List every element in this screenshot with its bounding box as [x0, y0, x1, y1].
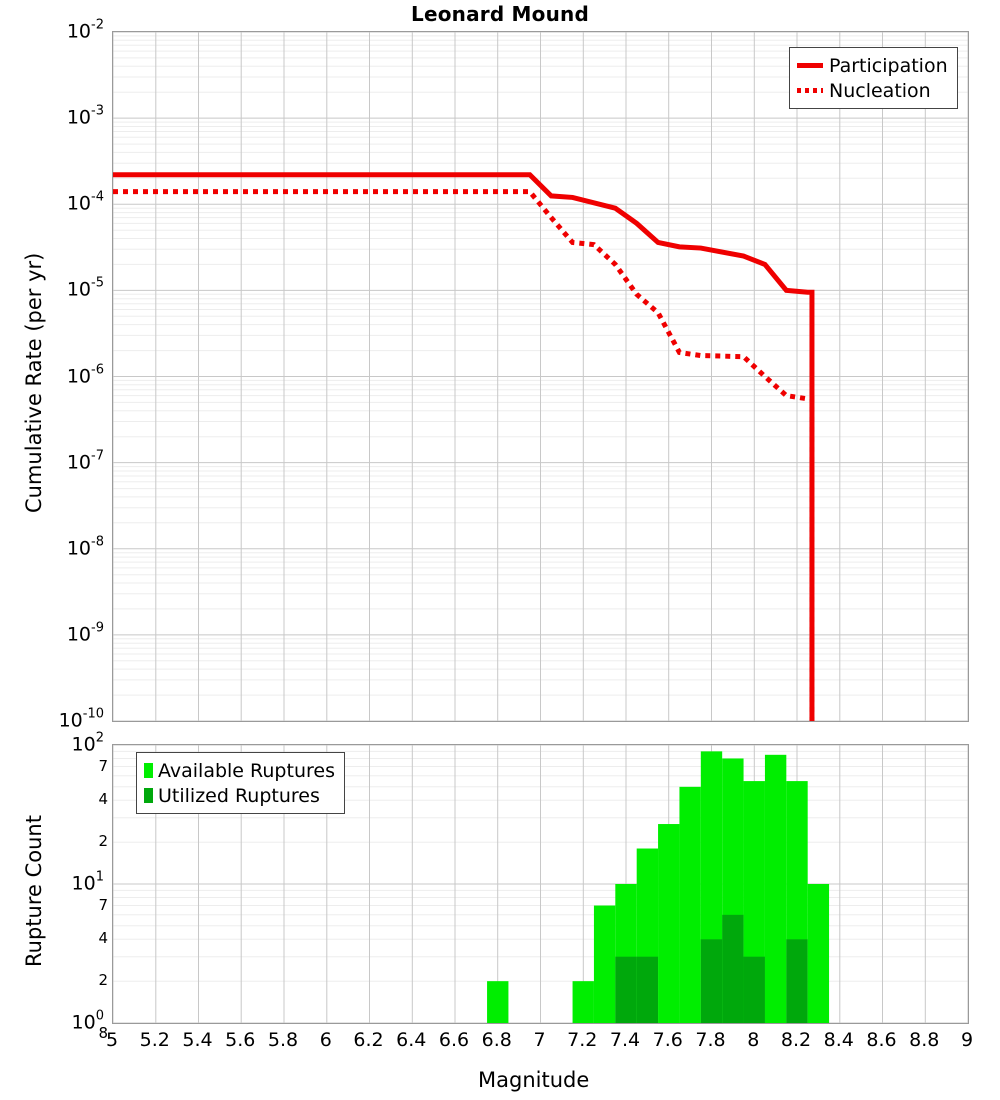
- x-tick: 8: [747, 1029, 760, 1051]
- top-y-tick: 10-8: [66, 534, 104, 560]
- top-y-tick: 10-2: [66, 17, 104, 43]
- legend-label-utilized: Utilized Ruptures: [158, 784, 320, 807]
- bottom-y-minor-tick: 4: [98, 929, 108, 948]
- x-tick: 8.8: [909, 1029, 940, 1051]
- bottom-y-axis-title: Rupture Count: [22, 815, 46, 967]
- legend-label-available: Available Ruptures: [158, 759, 335, 782]
- x-tick: 8.2: [780, 1029, 812, 1051]
- x-tick: 5.2: [139, 1029, 170, 1051]
- top-y-tick: 10-6: [66, 361, 104, 388]
- bottom-y-minor-tick: 2: [98, 832, 108, 851]
- bottom-legend: Available Ruptures Utilized Ruptures: [136, 752, 345, 814]
- top-y-tick: 10-3: [66, 103, 104, 129]
- x-tick: 6: [319, 1029, 332, 1051]
- available-swatch-icon: [144, 763, 153, 778]
- x-tick: 7: [533, 1029, 546, 1051]
- legend-item-participation: Participation: [797, 53, 948, 78]
- top-legend: Participation Nucleation: [789, 47, 958, 109]
- x-axis-title: Magnitude: [478, 1068, 590, 1092]
- utilized-swatch-icon: [144, 788, 153, 803]
- top-y-tick: 10-4: [66, 189, 104, 215]
- x-tick: 7.2: [567, 1029, 598, 1051]
- x-tick: 6.8: [481, 1029, 512, 1051]
- dotted-line-icon: [797, 88, 823, 93]
- x-tick: 8.4: [823, 1029, 854, 1051]
- x-tick: 6.2: [353, 1029, 384, 1051]
- x-tick: 8.6: [866, 1029, 897, 1051]
- bottom-y-minor-tick: 2: [98, 971, 108, 990]
- bottom-y-minor-tick: 7: [98, 895, 108, 914]
- x-tick: 7.6: [652, 1029, 683, 1051]
- top-y-axis-title: Cumulative Rate (per yr): [22, 252, 46, 513]
- x-tick: 6.4: [396, 1029, 427, 1051]
- solid-line-icon: [797, 63, 823, 68]
- x-tick: 5: [105, 1029, 119, 1051]
- legend-label-nucleation: Nucleation: [829, 79, 931, 102]
- rupture-count-svg: [113, 745, 968, 1023]
- x-tick: 5.6: [225, 1029, 256, 1051]
- x-tick: 7.8: [695, 1029, 726, 1051]
- x-tick: 5.4: [182, 1029, 213, 1051]
- cumulative-rate-plot: [112, 31, 969, 722]
- legend-label-participation: Participation: [829, 54, 948, 77]
- top-y-tick: 10-5: [66, 275, 104, 302]
- bottom-y-minor-tick: 8: [98, 1024, 108, 1042]
- legend-item-available: Available Ruptures: [144, 758, 335, 783]
- bottom-y-minor-tick: 7: [98, 756, 108, 775]
- bottom-y-minor-tick: 4: [98, 790, 108, 809]
- top-y-tick: 10-9: [66, 620, 104, 646]
- x-tick: 6.6: [438, 1029, 470, 1051]
- top-y-tick: 10-10: [58, 706, 104, 732]
- bottom-y-tick: 101: [71, 869, 104, 895]
- legend-item-utilized: Utilized Ruptures: [144, 783, 335, 808]
- bottom-y-tick: 102: [71, 730, 104, 756]
- legend-item-nucleation: Nucleation: [797, 78, 948, 103]
- top-y-tick: 10-7: [66, 447, 104, 474]
- bottom-y-tick: 100: [71, 1008, 104, 1034]
- cumulative-rate-svg: [113, 32, 968, 721]
- page-title: Leonard Mound: [411, 2, 589, 26]
- x-tick: 7.4: [609, 1029, 641, 1051]
- x-tick: 5.8: [267, 1029, 299, 1051]
- x-tick: 9: [960, 1029, 974, 1051]
